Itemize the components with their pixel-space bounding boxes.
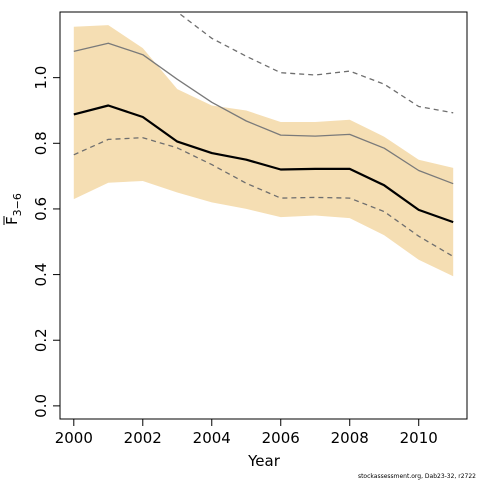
confidence-band bbox=[73, 25, 454, 277]
y-axis-title-group: F3−6 bbox=[3, 193, 24, 225]
y-axis: 0.0 0.2 0.4 0.6 0.8 1.0 bbox=[32, 66, 61, 418]
series-layer bbox=[73, 12, 454, 258]
footer-note: stockassessment.org, Dab23-32, r2722 bbox=[358, 473, 476, 480]
x-axis: 2000 2002 2004 2006 2008 2010 bbox=[55, 418, 438, 447]
series-line-3 bbox=[176, 12, 454, 114]
y-tick-label: 0.0 bbox=[32, 394, 50, 418]
series-line-2 bbox=[73, 42, 454, 185]
x-tick-label: 2004 bbox=[193, 429, 231, 447]
y-tick-label: 0.4 bbox=[32, 263, 50, 287]
series-line-4 bbox=[73, 137, 454, 258]
y-axis-title-main: F bbox=[3, 216, 21, 225]
x-tick-label: 2000 bbox=[55, 429, 93, 447]
x-tick-label: 2008 bbox=[331, 429, 369, 447]
y-axis-title: F3−6 bbox=[3, 193, 24, 225]
y-axis-title-subscript: 3−6 bbox=[11, 193, 24, 216]
y-tick-label: 1.0 bbox=[32, 66, 50, 90]
band-layer bbox=[73, 25, 454, 277]
x-tick-label: 2002 bbox=[124, 429, 162, 447]
x-tick-label: 2006 bbox=[262, 429, 300, 447]
y-tick-label: 0.6 bbox=[32, 197, 50, 221]
y-tick-label: 0.2 bbox=[32, 328, 50, 352]
y-tick-label: 0.8 bbox=[32, 131, 50, 155]
x-tick-label: 2010 bbox=[400, 429, 438, 447]
series-line-1 bbox=[73, 104, 454, 224]
x-axis-title: Year bbox=[247, 452, 281, 470]
